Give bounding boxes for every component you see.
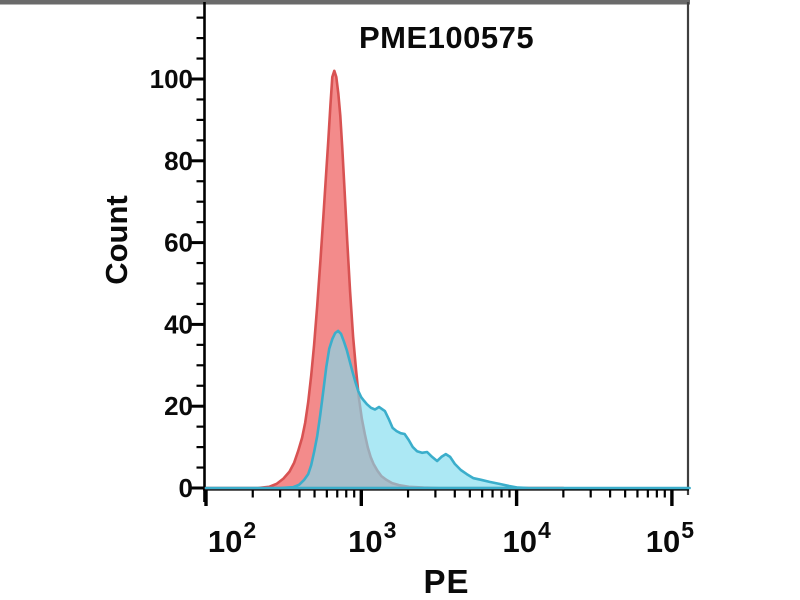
y-tick-label: 0 (179, 473, 193, 503)
histogram-series (204, 69, 691, 490)
y-tick-label: 40 (164, 309, 193, 339)
y-tick-label: 100 (150, 64, 193, 94)
y-tick-label: 60 (164, 228, 193, 258)
y-tick-label: 20 (164, 391, 193, 421)
x-tick-label: 102 (208, 517, 256, 559)
x-tick-label: 104 (502, 517, 550, 559)
x-tick-label: 105 (646, 517, 694, 559)
axis-tick-labels: 0 20 40 60 80 100 102 103 104 105 (150, 64, 695, 559)
y-axis-title: Count (99, 195, 134, 285)
x-tick-label: 103 (348, 517, 396, 559)
cyan-histogram-curve (204, 329, 691, 490)
chart-title: PME100575 (358, 20, 535, 55)
axis-ticks (189, 16, 674, 506)
x-axis-title: PE (423, 563, 470, 600)
y-tick-label: 80 (164, 146, 193, 176)
